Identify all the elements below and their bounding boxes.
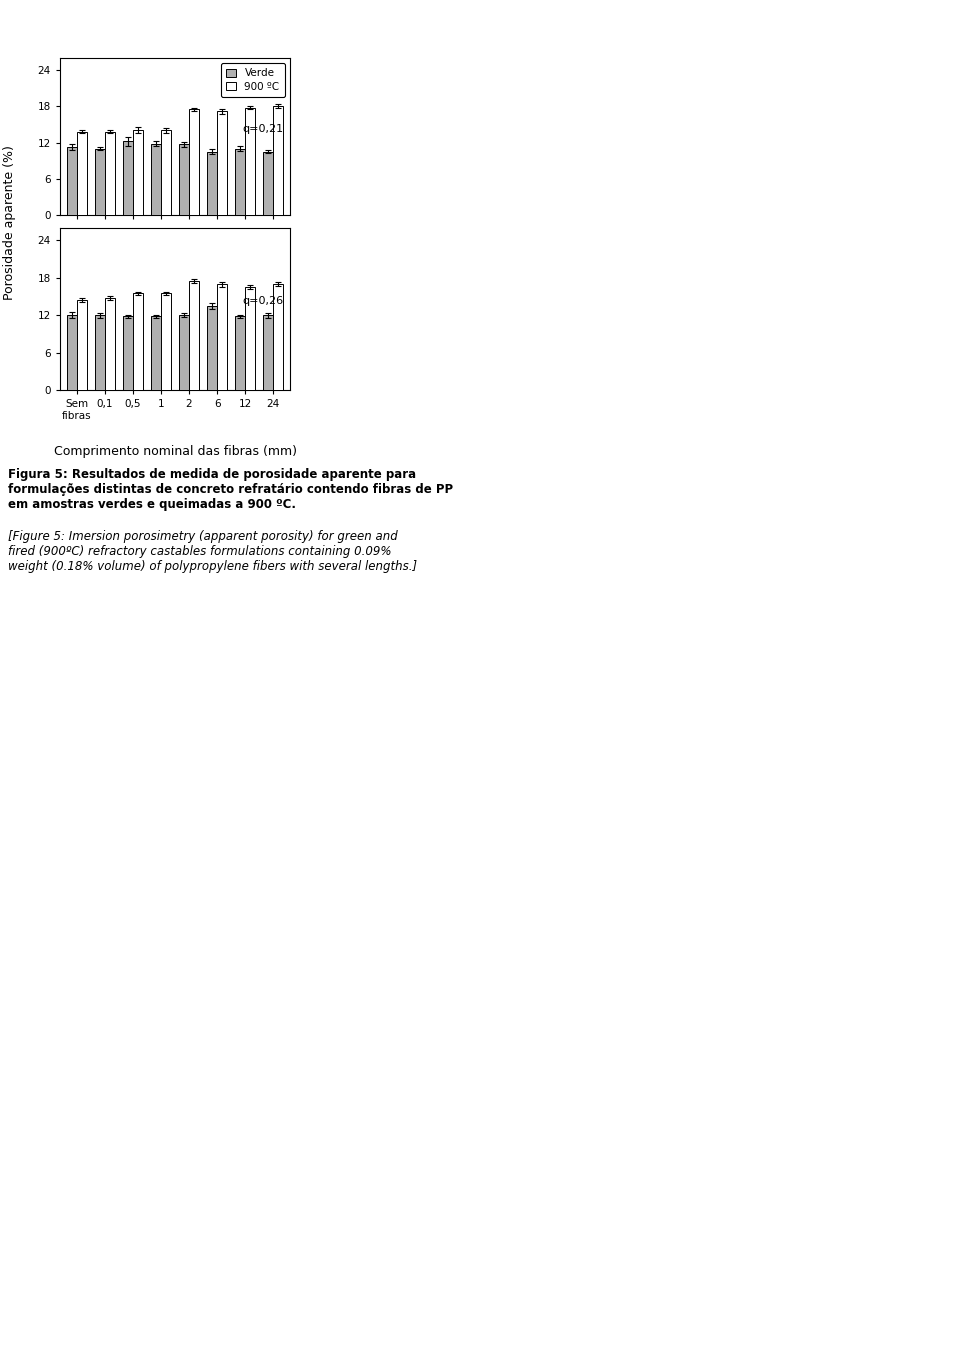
Bar — [77, 132, 86, 215]
Bar — [95, 316, 105, 390]
Bar — [161, 130, 171, 215]
Bar — [207, 306, 217, 390]
Bar — [151, 144, 161, 215]
Bar — [105, 132, 114, 215]
Bar — [180, 316, 189, 390]
Bar — [235, 148, 245, 215]
Bar — [77, 299, 86, 390]
Bar — [235, 317, 245, 390]
Bar — [67, 147, 77, 215]
Text: q=0,26: q=0,26 — [242, 296, 283, 306]
Bar — [274, 106, 283, 215]
Bar — [123, 141, 132, 215]
Bar — [217, 111, 227, 215]
Bar — [161, 294, 171, 390]
Text: Comprimento nominal das fibras (mm): Comprimento nominal das fibras (mm) — [54, 445, 297, 458]
Bar — [245, 107, 255, 215]
Bar — [151, 317, 161, 390]
Bar — [207, 151, 217, 215]
Text: Figura 5: Resultados de medida de porosidade aparente para
formulações distintas: Figura 5: Resultados de medida de porosi… — [8, 468, 453, 510]
Text: Porosidade aparente (%): Porosidade aparente (%) — [4, 145, 16, 300]
Text: q=0,21: q=0,21 — [242, 123, 283, 133]
Bar — [263, 316, 274, 390]
Bar — [217, 284, 227, 390]
Bar — [123, 317, 132, 390]
Bar — [67, 316, 77, 390]
Bar — [263, 151, 274, 215]
Bar — [180, 144, 189, 215]
Bar — [189, 281, 199, 390]
Bar — [245, 287, 255, 390]
Bar — [132, 294, 143, 390]
Bar — [132, 130, 143, 215]
Bar — [105, 298, 114, 390]
Bar — [189, 110, 199, 215]
Bar — [95, 148, 105, 215]
Legend: Verde, 900 ºC: Verde, 900 ºC — [221, 63, 285, 97]
Bar — [274, 284, 283, 390]
Text: [Figure 5: Imersion porosimetry (apparent porosity) for green and
fired (900ºC) : [Figure 5: Imersion porosimetry (apparen… — [8, 530, 418, 573]
